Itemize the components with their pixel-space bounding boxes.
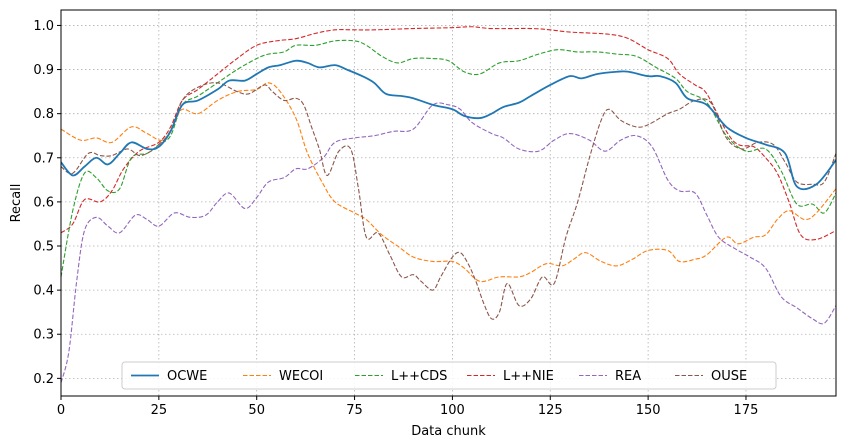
x-tick-label: 100 xyxy=(440,403,465,418)
x-tick-label: 175 xyxy=(734,403,759,418)
x-tick-label: 25 xyxy=(151,403,168,418)
y-tick-label: 1.0 xyxy=(33,19,54,34)
x-tick-label: 125 xyxy=(538,403,563,418)
legend-label: L++NIE xyxy=(503,369,554,384)
legend-label: OUSE xyxy=(711,369,747,384)
plot-frame xyxy=(60,9,837,397)
x-tick-label: 150 xyxy=(636,403,661,418)
legend-label: WECOI xyxy=(279,369,323,384)
y-axis-label: Recall xyxy=(9,184,24,223)
legend-label: OCWE xyxy=(167,369,207,384)
y-tick-label: 0.8 xyxy=(33,107,54,122)
y-tick-label: 0.6 xyxy=(33,195,54,210)
legend: OCWE WECOI L++CDS L++NIE REA OUSE xyxy=(121,361,777,390)
legend-label: L++CDS xyxy=(391,369,447,384)
series-line-wecoi xyxy=(61,82,836,283)
series-line-l-nie xyxy=(61,26,836,241)
series-line-ocwe xyxy=(61,59,836,191)
series-line-rea xyxy=(61,102,836,383)
series-line-ouse xyxy=(61,82,836,320)
y-tick-label: 0.9 xyxy=(33,63,54,78)
x-tick-label: 50 xyxy=(248,403,265,418)
y-tick-label: 0.3 xyxy=(33,328,54,343)
y-tick-label: 0.7 xyxy=(33,151,54,166)
axis-ticks: 0 25 50 75 100 125 150 175 0.2 0.3 0.4 0.5 0.6 0.7 0.8… xyxy=(33,19,758,418)
x-tick-label: 75 xyxy=(346,403,363,418)
legend-label: REA xyxy=(615,369,641,384)
x-tick-label: 0 xyxy=(57,403,65,418)
y-tick-label: 0.5 xyxy=(33,240,54,255)
y-tick-label: 0.4 xyxy=(33,284,54,299)
y-tick-label: 0.2 xyxy=(33,372,54,387)
series-layer xyxy=(61,26,836,383)
legend-box xyxy=(121,361,777,390)
x-axis-label: Data chunk xyxy=(411,424,486,439)
